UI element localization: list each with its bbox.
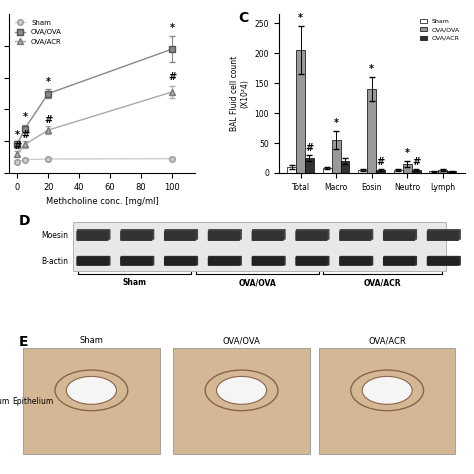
Text: Sham: Sham — [80, 336, 103, 345]
Bar — [73, 221, 447, 271]
Bar — [394, 170, 403, 173]
Bar — [287, 167, 296, 173]
Text: *: * — [298, 13, 303, 23]
Text: D: D — [18, 214, 30, 228]
Bar — [332, 140, 340, 173]
FancyBboxPatch shape — [252, 256, 284, 266]
FancyBboxPatch shape — [339, 256, 372, 266]
FancyBboxPatch shape — [120, 256, 155, 265]
Bar — [403, 164, 411, 173]
Text: #: # — [21, 129, 29, 140]
Text: #: # — [412, 157, 420, 167]
Bar — [323, 168, 332, 173]
Legend: Sham, OVA/OVA, OVA/ACR: Sham, OVA/OVA, OVA/ACR — [418, 18, 461, 42]
Text: Sham: Sham — [123, 278, 146, 287]
Text: *: * — [15, 129, 20, 140]
FancyBboxPatch shape — [252, 229, 286, 240]
Circle shape — [362, 376, 412, 404]
FancyBboxPatch shape — [427, 229, 461, 240]
Text: *: * — [405, 148, 410, 158]
Bar — [438, 170, 447, 173]
FancyBboxPatch shape — [339, 229, 374, 240]
Text: B-actin: B-actin — [42, 257, 69, 266]
Text: #: # — [376, 157, 384, 167]
Circle shape — [66, 376, 117, 404]
FancyBboxPatch shape — [252, 256, 286, 265]
Text: *: * — [369, 64, 374, 74]
Bar — [429, 171, 438, 173]
FancyBboxPatch shape — [77, 229, 110, 240]
FancyBboxPatch shape — [296, 229, 329, 240]
FancyBboxPatch shape — [383, 256, 415, 266]
X-axis label: Methcholine conc. [mg/ml]: Methcholine conc. [mg/ml] — [46, 197, 159, 206]
FancyBboxPatch shape — [120, 229, 155, 240]
FancyBboxPatch shape — [208, 231, 240, 241]
Bar — [447, 171, 456, 173]
Bar — [376, 170, 385, 173]
FancyBboxPatch shape — [164, 256, 198, 265]
Text: #: # — [168, 73, 176, 82]
Bar — [296, 50, 305, 173]
Bar — [319, 348, 456, 455]
FancyBboxPatch shape — [77, 256, 110, 265]
Bar — [367, 89, 376, 173]
Bar — [340, 161, 349, 173]
Text: C: C — [238, 11, 248, 25]
Text: OVA/OVA: OVA/OVA — [223, 336, 261, 345]
FancyBboxPatch shape — [296, 256, 329, 265]
Text: Epithelium: Epithelium — [0, 397, 9, 406]
FancyBboxPatch shape — [252, 231, 284, 241]
FancyBboxPatch shape — [76, 231, 109, 241]
Bar — [411, 170, 420, 173]
FancyBboxPatch shape — [164, 231, 196, 241]
FancyBboxPatch shape — [208, 256, 240, 266]
FancyBboxPatch shape — [120, 256, 153, 266]
Y-axis label: BAL Fluid cell count
(X10²4): BAL Fluid cell count (X10²4) — [229, 56, 249, 131]
Text: *: * — [334, 118, 338, 128]
FancyBboxPatch shape — [295, 256, 328, 266]
Text: *: * — [22, 112, 27, 122]
Bar — [358, 170, 367, 173]
Legend: Sham, OVA/OVA, OVA/ACR: Sham, OVA/OVA, OVA/ACR — [13, 18, 64, 47]
FancyBboxPatch shape — [427, 256, 461, 265]
Text: Moesin: Moesin — [42, 231, 69, 240]
FancyBboxPatch shape — [164, 229, 198, 240]
FancyBboxPatch shape — [76, 256, 109, 266]
FancyBboxPatch shape — [339, 256, 374, 265]
FancyBboxPatch shape — [427, 256, 459, 266]
Text: OVA/ACR: OVA/ACR — [364, 278, 401, 287]
FancyBboxPatch shape — [427, 231, 459, 241]
Text: #: # — [305, 143, 313, 153]
Text: Epithelium: Epithelium — [12, 397, 53, 406]
FancyBboxPatch shape — [208, 256, 242, 265]
Text: #: # — [13, 141, 21, 151]
Circle shape — [217, 376, 266, 404]
FancyBboxPatch shape — [120, 231, 153, 241]
FancyBboxPatch shape — [383, 229, 417, 240]
Text: #: # — [44, 115, 52, 125]
FancyBboxPatch shape — [383, 256, 417, 265]
FancyBboxPatch shape — [383, 231, 415, 241]
Text: *: * — [170, 23, 174, 33]
FancyBboxPatch shape — [339, 231, 372, 241]
Text: E: E — [18, 335, 28, 349]
Bar — [305, 158, 314, 173]
Bar — [173, 348, 310, 455]
Text: OVA/ACR: OVA/ACR — [368, 336, 406, 345]
Bar — [23, 348, 160, 455]
FancyBboxPatch shape — [208, 229, 242, 240]
Text: *: * — [46, 77, 51, 87]
FancyBboxPatch shape — [295, 231, 328, 241]
FancyBboxPatch shape — [164, 256, 196, 266]
Text: OVA/OVA: OVA/OVA — [238, 278, 276, 287]
